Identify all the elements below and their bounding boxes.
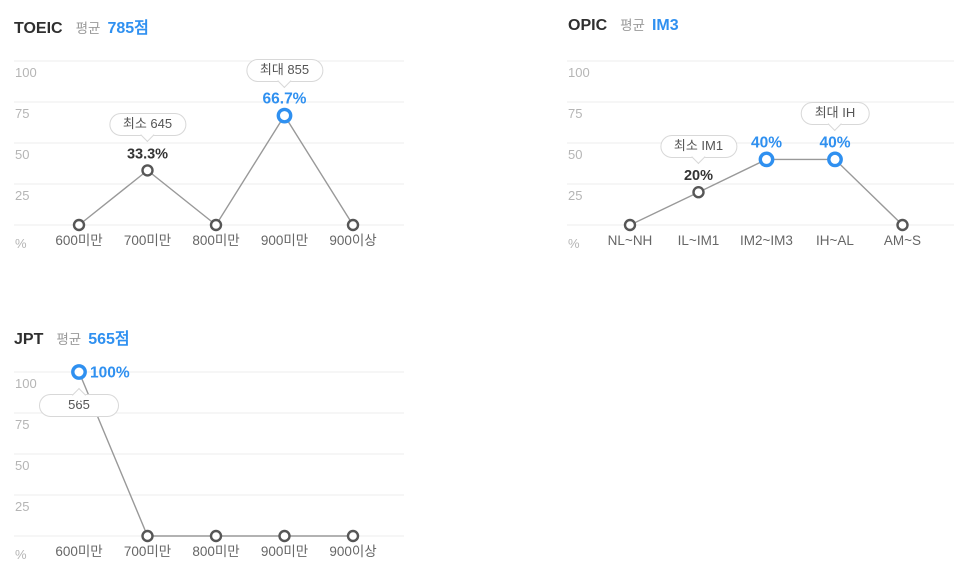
average-label: 평균 bbox=[56, 332, 82, 347]
chart-canvas: 100 75 50 25% NL~NH IL~IM1 IM2~IM3 IH~AL AM~S 20%… bbox=[567, 60, 954, 251]
x-axis-label: 800미만 bbox=[192, 544, 239, 559]
y-tick-label: 25 bbox=[15, 188, 29, 203]
y-tick-label: 25 bbox=[568, 188, 582, 203]
x-axis-label: 900미만 bbox=[261, 544, 308, 559]
y-tick-label: 50 bbox=[15, 147, 29, 162]
data-point[interactable] bbox=[209, 218, 223, 232]
y-tick-label: 50 bbox=[15, 458, 29, 473]
tooltip-text: 최소 IM1 bbox=[673, 138, 724, 154]
y-tick-label: 50 bbox=[568, 147, 582, 162]
chart-plot-jpt: 100 75 50 25% 600미만 700미만 800미만 900미만 900이상 100% bbox=[0, 311, 410, 581]
average-value: IM3 bbox=[651, 17, 679, 34]
data-point[interactable] bbox=[141, 529, 154, 543]
x-axis-label: 800미만 bbox=[192, 233, 239, 248]
x-axis-label: AM~S bbox=[884, 233, 921, 248]
chart-title-row: TOEIC 평균 785점 bbox=[14, 14, 149, 38]
chart-title-row: OPIC 평균 IM3 bbox=[568, 14, 679, 35]
data-point-highlighted[interactable] bbox=[827, 151, 843, 168]
tooltip-bubble: 최대 IH bbox=[800, 102, 870, 132]
x-axis-label: 600미만 bbox=[55, 544, 102, 559]
data-point-highlighted[interactable] bbox=[758, 151, 775, 168]
tooltip-bubble: 최대 855 bbox=[245, 58, 324, 88]
value-label: 20% bbox=[684, 168, 713, 184]
y-tick-label: 75 bbox=[15, 417, 29, 432]
x-axis-label: NL~NH bbox=[608, 233, 653, 248]
y-tick-label: 75 bbox=[15, 106, 29, 121]
value-label: 33.3% bbox=[127, 146, 168, 162]
data-point[interactable] bbox=[692, 185, 705, 199]
data-point[interactable] bbox=[346, 529, 360, 543]
x-axis-label: 700미만 bbox=[124, 233, 171, 248]
value-label: 40% bbox=[819, 134, 850, 151]
x-axis-label: 900이상 bbox=[329, 544, 376, 559]
chart-canvas: 100 75 50 25% 600미만 700미만 800미만 900미만 900이상 33.3%… bbox=[14, 60, 404, 251]
average-value: 785점 bbox=[107, 20, 149, 37]
tooltip-text: 최소 645 bbox=[122, 116, 173, 132]
average-label: 평균 bbox=[75, 21, 101, 36]
tooltip-bubble: 최소 645 bbox=[108, 113, 187, 143]
tooltip-bubble: 565 bbox=[39, 387, 119, 417]
x-axis-label: 900미만 bbox=[261, 233, 308, 248]
chart-canvas: 100 75 50 25% 600미만 700미만 800미만 900미만 900이상 100% bbox=[14, 364, 404, 562]
chart-title-row: JPT 평균 565점 bbox=[14, 325, 130, 349]
y-axis-unit-label: % bbox=[15, 236, 27, 251]
x-axis-label: 900이상 bbox=[329, 233, 376, 248]
x-axis-label: IH~AL bbox=[816, 233, 854, 248]
value-label: 100% bbox=[90, 365, 130, 382]
y-axis-unit-label: % bbox=[568, 236, 580, 251]
data-point[interactable] bbox=[72, 218, 86, 232]
data-point-highlighted[interactable] bbox=[71, 364, 87, 380]
data-point[interactable] bbox=[346, 218, 360, 232]
chart-title: JPT bbox=[14, 331, 44, 348]
y-tick-label: 100 bbox=[568, 65, 590, 80]
tooltip-text: 최대 IH bbox=[814, 105, 856, 121]
chart-panel-toeic: TOEIC 평균 785점 100 75 50 25% 600미만 700미만 800미만 9… bbox=[0, 0, 410, 270]
chart-title: OPIC bbox=[568, 17, 608, 34]
y-axis-unit-label: % bbox=[15, 547, 27, 562]
data-point[interactable] bbox=[896, 218, 909, 232]
data-point[interactable] bbox=[141, 164, 154, 177]
tooltip-bubble: 최소 IM1 bbox=[659, 135, 738, 165]
chart-plot-toeic: 100 75 50 25% 600미만 700미만 800미만 900미만 900이상 33.3%… bbox=[0, 0, 410, 270]
average-label: 평균 bbox=[620, 18, 645, 33]
value-label: 40% bbox=[751, 134, 782, 151]
data-point[interactable] bbox=[209, 529, 223, 543]
tooltip-text: 565 bbox=[68, 397, 90, 412]
chart-panel-opic: OPIC 평균 IM3 100 75 50 25% NL~NH IL~IM1 IM2~IM3… bbox=[554, 0, 954, 270]
data-point-highlighted[interactable] bbox=[276, 107, 293, 124]
tooltip-text: 최대 855 bbox=[259, 61, 310, 77]
x-axis-label: 600미만 bbox=[55, 233, 102, 248]
y-tick-label: 100 bbox=[15, 376, 37, 391]
data-point[interactable] bbox=[278, 529, 291, 543]
chart-panel-jpt: JPT 평균 565점 100 75 50 25% 600미만 700미만 800미만 900… bbox=[0, 311, 410, 581]
value-label: 66.7% bbox=[263, 91, 307, 108]
data-point[interactable] bbox=[623, 218, 637, 232]
y-tick-label: 25 bbox=[15, 499, 29, 514]
chart-plot-opic: 100 75 50 25% NL~NH IL~IM1 IM2~IM3 IH~AL AM~S 20%… bbox=[554, 0, 954, 270]
y-tick-label: 75 bbox=[568, 106, 582, 121]
x-axis-label: IM2~IM3 bbox=[740, 233, 793, 248]
y-tick-label: 100 bbox=[15, 65, 37, 80]
x-axis-label: 700미만 bbox=[124, 544, 171, 559]
chart-title: TOEIC bbox=[14, 20, 63, 37]
x-axis-label: IL~IM1 bbox=[678, 233, 720, 248]
average-value: 565점 bbox=[88, 331, 130, 348]
series-line bbox=[629, 158, 903, 226]
